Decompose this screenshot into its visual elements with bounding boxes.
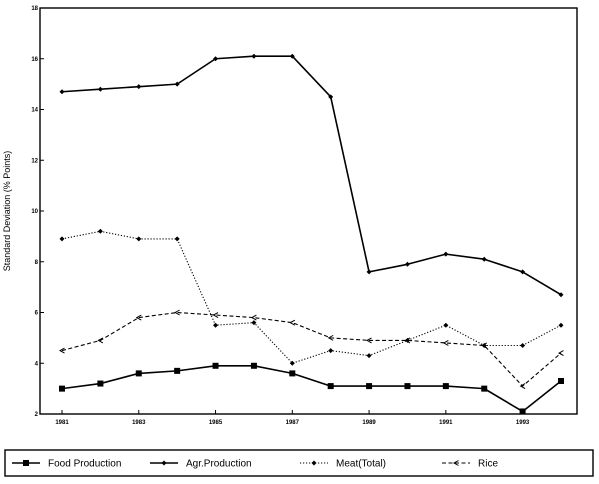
data-point (442, 340, 449, 346)
data-point (404, 383, 411, 390)
data-point (174, 236, 180, 242)
data-point (366, 353, 372, 359)
data-point (289, 53, 295, 59)
x-tick-label: 1987 (286, 420, 300, 426)
data-point (366, 337, 372, 344)
legend-box (4, 449, 594, 477)
data-point (328, 94, 334, 100)
legend-swatch-marker (311, 460, 317, 466)
x-tick-label: 1981 (55, 420, 69, 426)
data-point (212, 312, 219, 318)
y-tick-label: 14 (31, 108, 38, 114)
series-line (61, 230, 562, 364)
data-point (174, 81, 180, 87)
legend-label: Agr.Production (186, 459, 252, 470)
data-point (213, 322, 219, 328)
y-axis-label: Standard Deviation (% Points) (2, 151, 12, 272)
y-tick-label: 12 (31, 158, 38, 164)
data-point (97, 337, 104, 344)
data-point (251, 320, 257, 326)
data-point (558, 292, 564, 298)
series-line (61, 55, 562, 296)
data-point (520, 269, 526, 275)
data-point (136, 236, 142, 242)
data-point (519, 383, 526, 390)
data-point (481, 342, 487, 349)
y-tick-label: 6 (35, 311, 39, 317)
x-tick-label: 1985 (209, 420, 223, 426)
legend-entry: Meat(Total) (300, 459, 386, 470)
y-tick-label: 16 (31, 57, 38, 63)
data-point (443, 322, 449, 328)
data-point (289, 370, 296, 377)
data-point (250, 362, 257, 369)
x-tick-label: 1993 (516, 420, 530, 426)
data-point (59, 385, 65, 392)
plot-frame (39, 7, 578, 415)
series-2 (59, 53, 564, 298)
series-1 (59, 362, 564, 415)
data-point (442, 383, 449, 390)
data-point (289, 319, 296, 326)
data-point (443, 251, 449, 257)
series-line (61, 364, 562, 413)
data-point (135, 370, 142, 377)
y-axis-ticks: 2 4 6 8 10 12 14 16 18 (31, 6, 44, 418)
y-tick-label: 8 (35, 260, 39, 266)
data-point (97, 380, 104, 387)
data-point (212, 362, 219, 369)
data-point (250, 314, 257, 321)
y-tick-label: 18 (31, 6, 38, 12)
data-point (366, 269, 372, 275)
data-point (404, 261, 410, 267)
data-point (328, 348, 334, 354)
data-point (558, 322, 564, 328)
data-point (58, 347, 65, 354)
data-point (557, 350, 564, 357)
data-point (251, 53, 257, 59)
y-tick-label: 2 (35, 412, 39, 418)
data-point (327, 334, 334, 341)
data-point (558, 378, 564, 385)
data-point (213, 56, 219, 62)
legend-swatch-marker (452, 460, 459, 466)
series-3 (59, 228, 564, 366)
series-lines (58, 53, 564, 415)
legend-label: Meat(Total) (336, 459, 386, 470)
x-axis-ticks: 1981 1983 1985 1987 1989 1991 1993 (55, 410, 530, 426)
legend-swatch-marker (23, 460, 29, 466)
data-point (135, 314, 142, 321)
x-tick-label: 1983 (132, 420, 146, 426)
data-point (481, 256, 487, 262)
legend-entry: Agr.Production (150, 459, 252, 470)
legend: Food Production Agr.Production Meat(Total)… (12, 459, 498, 470)
data-point (97, 228, 103, 234)
legend-label: Food Production (48, 459, 121, 470)
data-point (59, 236, 65, 242)
legend-entry: Food Production (12, 459, 121, 470)
data-point (519, 408, 526, 415)
legend-swatch-marker (161, 460, 167, 466)
y-tick-label: 4 (35, 361, 39, 367)
data-point (366, 383, 373, 390)
data-point (97, 86, 103, 92)
data-point (520, 342, 526, 348)
data-point (481, 385, 488, 392)
data-point (59, 89, 65, 95)
x-tick-label: 1989 (362, 420, 376, 426)
data-point (174, 367, 181, 374)
series-4 (58, 309, 564, 390)
data-point (136, 84, 142, 90)
data-point (327, 383, 334, 390)
data-point (174, 309, 180, 316)
legend-label: Rice (478, 459, 498, 470)
data-point (404, 337, 411, 344)
data-point (289, 360, 295, 366)
legend-entry: Rice (442, 459, 498, 470)
x-tick-label: 1991 (439, 420, 453, 426)
y-tick-label: 10 (31, 209, 38, 215)
